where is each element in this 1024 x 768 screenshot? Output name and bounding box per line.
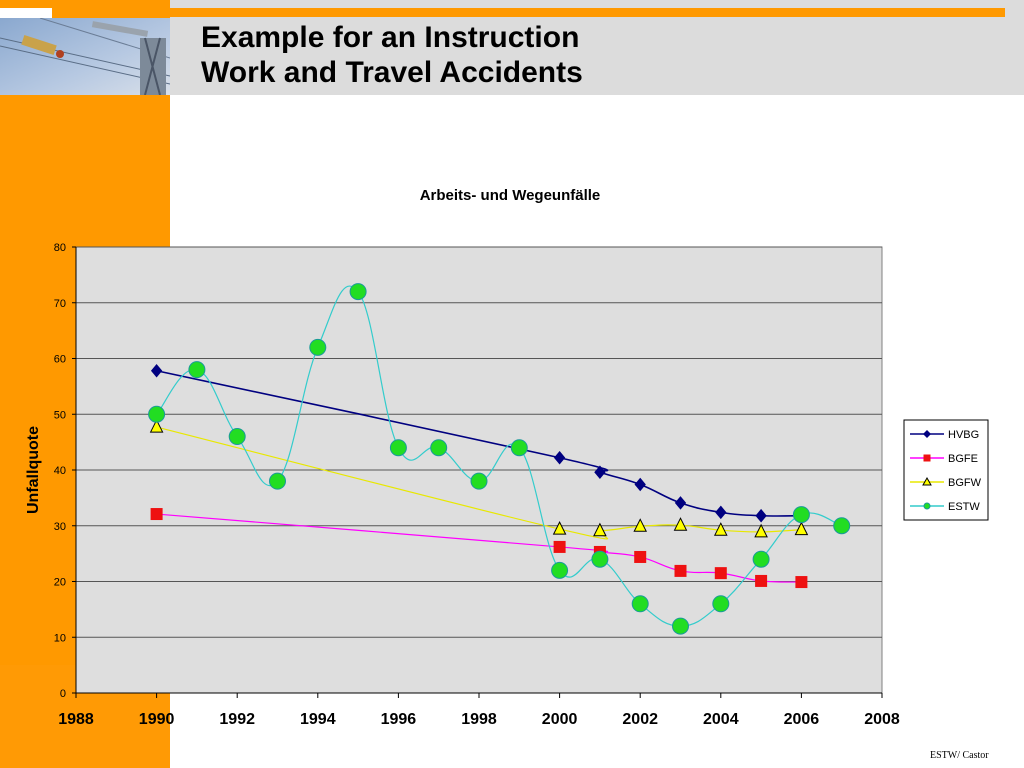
point-bgfw [754, 523, 768, 538]
legend-marker-bgfw [922, 476, 932, 486]
point-estw [228, 428, 246, 446]
y-tick-label: 80 [54, 242, 66, 254]
point-estw [591, 550, 609, 568]
x-tick-label: 1988 [58, 711, 94, 728]
point-estw [309, 338, 327, 356]
point-estw [712, 595, 730, 613]
point-estw [833, 517, 851, 535]
point-hvbg [674, 496, 687, 510]
point-bgfw [633, 518, 648, 532]
legend-label-bgfw: BGFW [948, 477, 982, 489]
legend-marker-hvbg [923, 430, 931, 438]
slide-title: Example for an Instruction Work and Trav… [201, 20, 761, 90]
point-hvbg [150, 363, 163, 378]
point-hvbg [594, 465, 606, 480]
x-tick-label: 2008 [864, 711, 900, 728]
y-tick-label: 20 [54, 577, 66, 589]
x-tick-label: 1998 [461, 711, 497, 728]
x-tick-label: 2002 [622, 711, 658, 728]
x-tick-label: 1990 [139, 711, 175, 728]
point-bgfe [634, 550, 647, 563]
x-tick-label: 2004 [703, 711, 739, 728]
point-estw [349, 283, 367, 301]
series-line-bgfw [156, 426, 802, 540]
legend-marker-estw [923, 502, 931, 510]
y-tick-label: 60 [54, 354, 66, 366]
x-tick-label: 2006 [784, 711, 820, 728]
series-line-hvbg [156, 369, 802, 517]
y-tick-label: 10 [54, 632, 66, 644]
legend-label-bgfe: BGFE [948, 453, 978, 465]
point-estw [792, 506, 810, 524]
x-tick-label: 1994 [300, 711, 336, 728]
y-tick-label: 30 [54, 521, 66, 533]
point-hvbg [715, 505, 727, 520]
header-photo [0, 18, 170, 95]
point-estw [148, 405, 166, 423]
point-hvbg [755, 508, 767, 523]
point-estw [389, 439, 407, 457]
legend-marker-bgfe [923, 454, 931, 462]
point-estw [631, 595, 649, 613]
x-tick-label: 1996 [381, 711, 417, 728]
point-bgfe [150, 508, 163, 521]
point-estw [269, 472, 286, 490]
point-bgfe [714, 567, 727, 580]
y-tick-label: 40 [54, 465, 66, 477]
point-bgfe [553, 540, 566, 553]
point-bgfe [755, 574, 768, 587]
point-bgfw [713, 522, 728, 536]
x-tick-label: 2000 [542, 711, 578, 728]
point-estw [188, 361, 206, 379]
point-bgfw [593, 522, 607, 537]
header-accent-stripe-left [52, 8, 170, 17]
point-bgfe [674, 564, 687, 577]
y-axis-label: Unfallquote [25, 426, 42, 514]
legend-box [903, 419, 989, 521]
point-estw [470, 472, 488, 490]
point-estw [551, 561, 569, 579]
point-hvbg [553, 450, 566, 465]
point-bgfw [552, 520, 567, 535]
header-accent-stripe [170, 8, 1005, 17]
chart-title: Arbeits- und Wegeunfälle [420, 187, 601, 204]
point-estw [510, 439, 528, 457]
y-tick-label: 50 [54, 409, 66, 421]
y-tick-label: 0 [60, 688, 66, 700]
point-estw [430, 439, 448, 457]
series-line-bgfe [156, 513, 802, 583]
point-estw [672, 617, 689, 635]
footer-credit: ESTW/ Castor [930, 750, 989, 761]
slide-title-line-1: Example for an Instruction [201, 21, 580, 54]
legend-label-estw: ESTW [948, 501, 980, 513]
y-tick-label: 70 [54, 298, 66, 310]
white-corner [0, 8, 52, 18]
point-estw [752, 550, 770, 568]
legend-label-hvbg: HVBG [948, 429, 979, 441]
point-bgfw [794, 521, 809, 536]
x-tick-label: 1992 [219, 711, 255, 728]
slide-title-line-2: Work and Travel Accidents [201, 56, 583, 89]
point-hvbg [634, 477, 646, 492]
point-bgfw [673, 517, 688, 531]
point-bgfw [149, 418, 164, 433]
point-bgfe [795, 576, 808, 589]
